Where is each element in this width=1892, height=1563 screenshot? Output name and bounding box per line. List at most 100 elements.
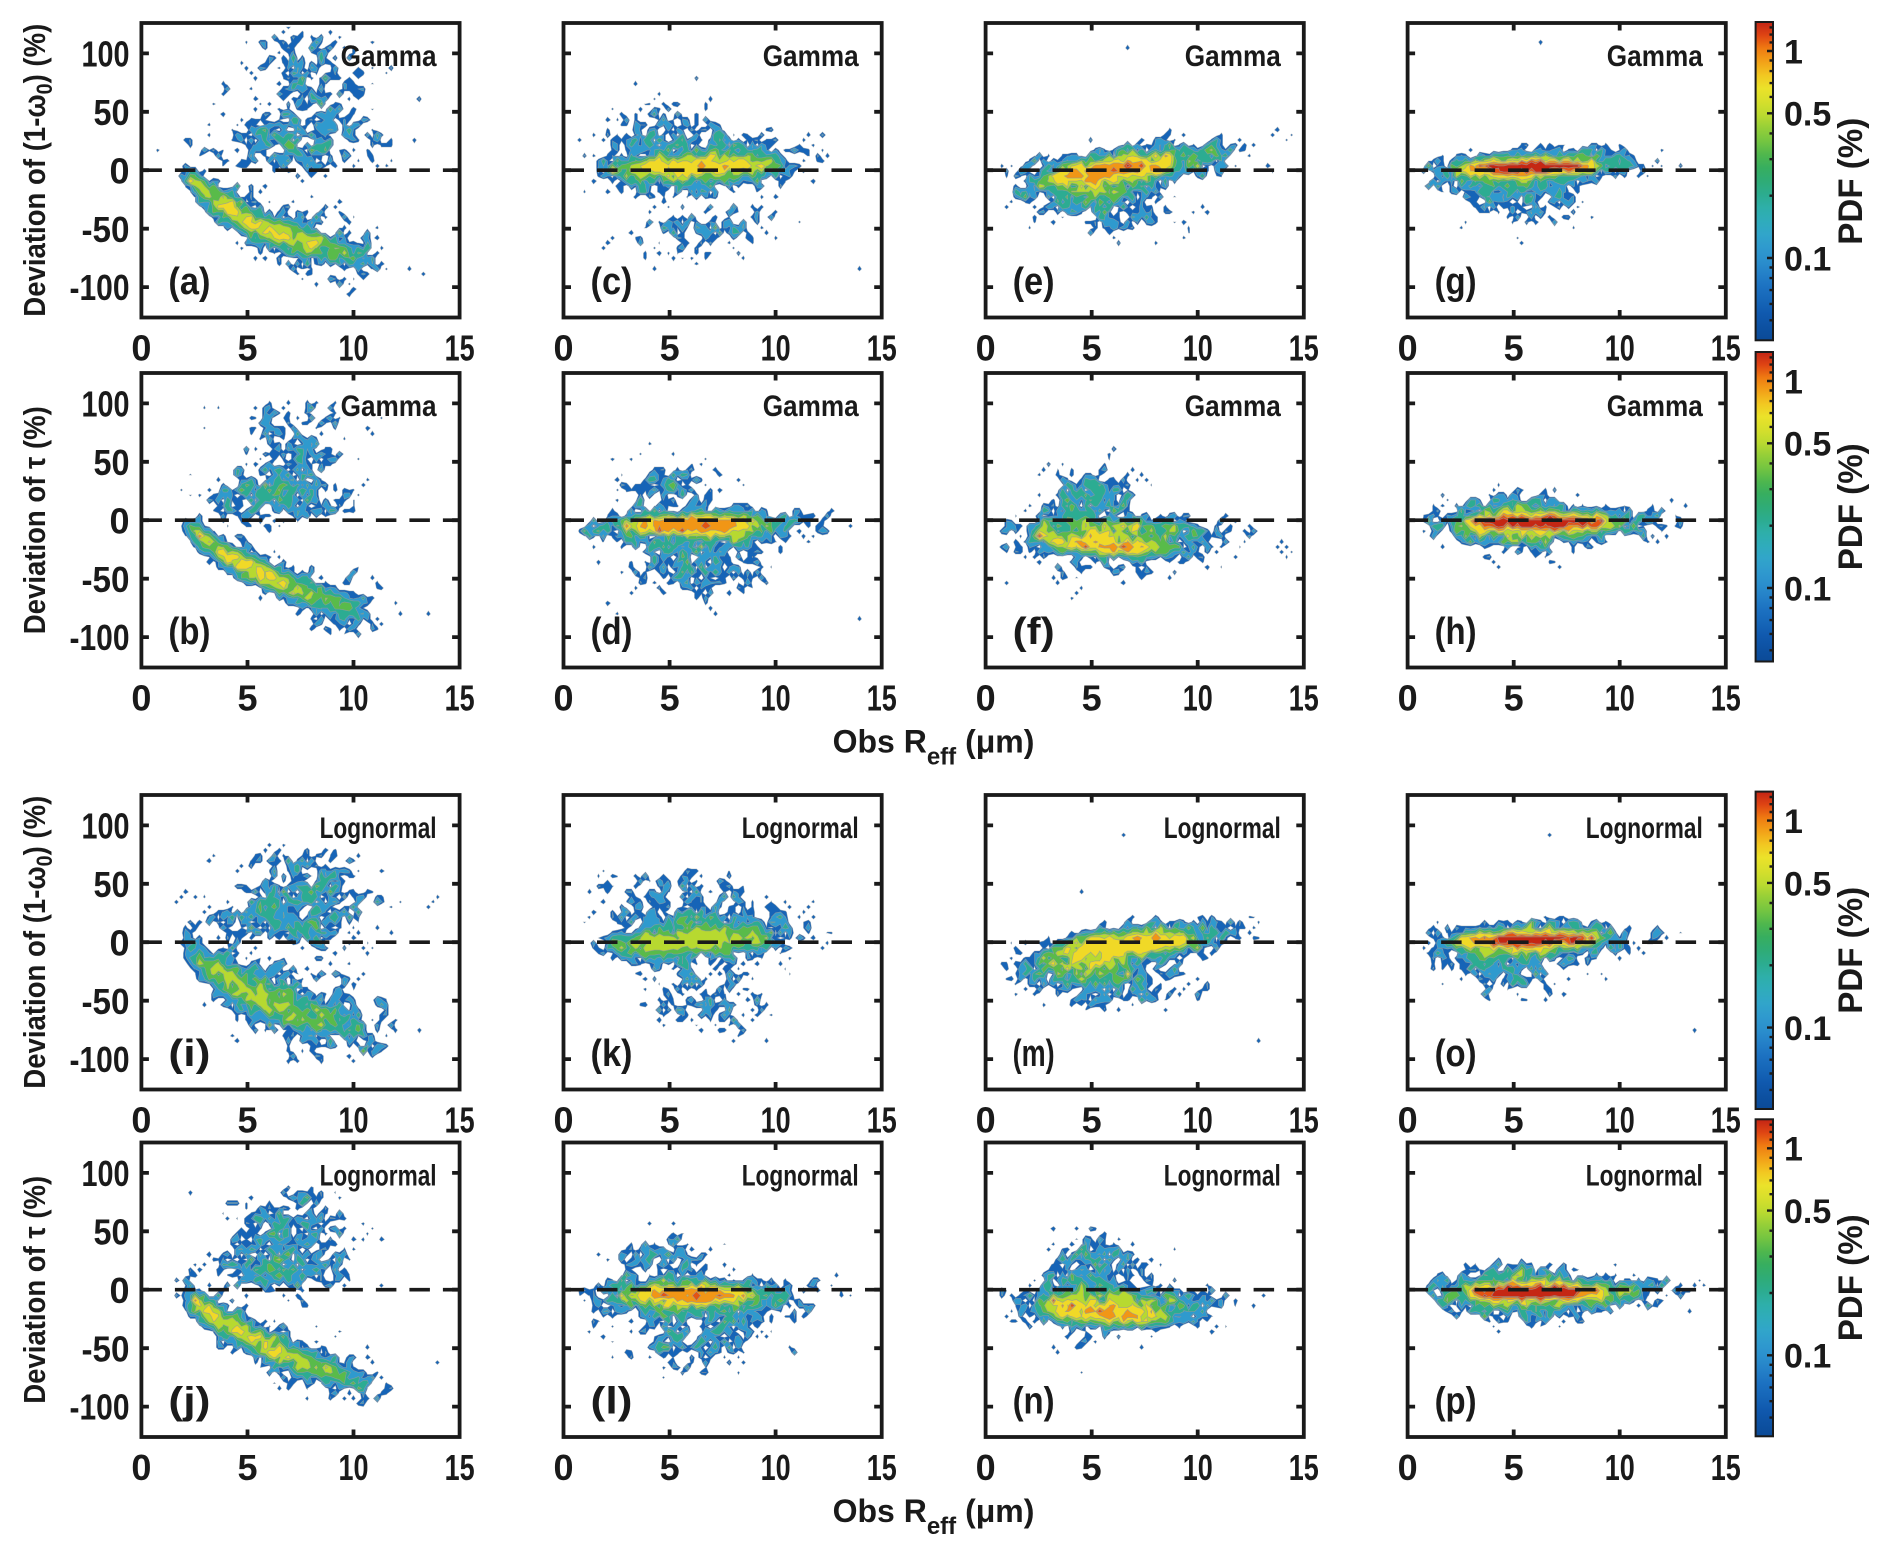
svg-text:50: 50 [94,864,130,905]
svg-text:10: 10 [1183,678,1213,719]
svg-text:0.5: 0.5 [1784,1193,1831,1231]
svg-text:5: 5 [1504,1447,1524,1488]
svg-text:0: 0 [976,678,996,719]
svg-text:-100: -100 [70,1039,130,1080]
svg-text:5: 5 [1504,328,1524,369]
svg-text:10: 10 [1605,678,1635,719]
svg-text:PDF (%): PDF (%) [1832,443,1870,570]
svg-text:15: 15 [1711,1100,1741,1141]
svg-text:0: 0 [131,678,151,719]
svg-text:1: 1 [1784,363,1803,401]
svg-text:0: 0 [109,500,129,541]
svg-text:5: 5 [1504,678,1524,719]
svg-text:10: 10 [761,1100,791,1141]
svg-text:50: 50 [94,1211,130,1252]
svg-text:Gamma: Gamma [1185,390,1281,423]
svg-text:Lognormal: Lognormal [742,812,859,845]
svg-text:15: 15 [445,1100,475,1141]
svg-text:(p): (p) [1435,1381,1477,1423]
svg-text:-50: -50 [82,209,130,250]
svg-text:Deviation of τ (%): Deviation of τ (%) [17,406,52,634]
svg-text:0.1: 0.1 [1784,570,1831,608]
svg-text:5: 5 [237,1447,257,1488]
svg-text:0: 0 [553,328,573,369]
svg-text:15: 15 [1289,678,1319,719]
svg-text:10: 10 [1605,1100,1635,1141]
svg-text:PDF (%): PDF (%) [1832,887,1870,1014]
svg-text:0: 0 [1398,678,1418,719]
svg-text:10: 10 [761,1447,791,1488]
svg-text:10: 10 [1605,328,1635,369]
svg-text:10: 10 [1183,1447,1213,1488]
svg-text:(n): (n) [1013,1381,1055,1423]
svg-text:0.5: 0.5 [1784,426,1831,464]
svg-text:15: 15 [1711,678,1741,719]
svg-text:5: 5 [660,678,680,719]
svg-text:(c): (c) [591,261,633,303]
svg-text:0: 0 [976,1447,996,1488]
svg-text:-50: -50 [82,981,130,1022]
svg-text:5: 5 [660,1100,680,1141]
svg-text:50: 50 [94,92,130,133]
svg-text:5: 5 [1082,1100,1102,1141]
svg-text:PDF (%): PDF (%) [1832,118,1870,245]
svg-text:5: 5 [237,678,257,719]
svg-text:10: 10 [339,1447,369,1488]
svg-text:15: 15 [867,1100,897,1141]
svg-text:Lognormal: Lognormal [1164,1160,1281,1193]
svg-text:10: 10 [339,678,369,719]
svg-text:0: 0 [976,328,996,369]
svg-text:5: 5 [237,328,257,369]
svg-text:(j): (j) [168,1381,210,1423]
svg-text:5: 5 [1504,1100,1524,1141]
svg-text:(a): (a) [168,261,210,303]
svg-text:10: 10 [761,678,791,719]
svg-text:100: 100 [82,806,130,847]
svg-text:(i): (i) [168,1033,210,1075]
svg-text:Lognormal: Lognormal [742,1160,859,1193]
svg-text:(o): (o) [1435,1033,1477,1075]
svg-text:0: 0 [553,1447,573,1488]
svg-text:Gamma: Gamma [1607,390,1703,423]
svg-text:-100: -100 [70,617,130,658]
svg-text:15: 15 [1289,328,1319,369]
svg-text:0: 0 [131,1100,151,1141]
svg-text:0.5: 0.5 [1784,865,1831,903]
svg-text:0.1: 0.1 [1784,1010,1831,1048]
svg-text:15: 15 [867,328,897,369]
svg-text:Deviation of (1-ω0) (%): Deviation of (1-ω0) (%) [17,24,57,317]
svg-text:5: 5 [1082,678,1102,719]
svg-text:Gamma: Gamma [341,390,437,423]
svg-text:-50: -50 [82,559,130,600]
svg-text:10: 10 [339,1100,369,1141]
svg-text:(g): (g) [1435,261,1477,303]
svg-text:0.5: 0.5 [1784,96,1831,134]
svg-text:100: 100 [82,1153,130,1194]
svg-text:0: 0 [109,150,129,191]
svg-text:Gamma: Gamma [1607,40,1703,73]
svg-text:10: 10 [1605,1447,1635,1488]
svg-text:50: 50 [94,442,130,483]
svg-text:0.1: 0.1 [1784,240,1831,278]
svg-text:15: 15 [1289,1100,1319,1141]
svg-text:0: 0 [109,922,129,963]
svg-text:0.1: 0.1 [1784,1338,1831,1376]
svg-text:(b): (b) [168,611,210,653]
svg-text:0: 0 [109,1270,129,1311]
svg-text:1: 1 [1784,803,1803,841]
svg-text:5: 5 [660,1447,680,1488]
svg-text:5: 5 [237,1100,257,1141]
svg-text:(l): (l) [591,1381,633,1423]
svg-text:Deviation of τ (%): Deviation of τ (%) [17,1176,52,1404]
svg-text:(h): (h) [1435,611,1477,653]
svg-text:Lognormal: Lognormal [1586,1160,1703,1193]
svg-text:15: 15 [445,678,475,719]
svg-text:10: 10 [1183,1100,1213,1141]
svg-text:0: 0 [976,1100,996,1141]
svg-text:15: 15 [445,328,475,369]
svg-text:(e): (e) [1013,261,1055,303]
svg-text:15: 15 [1711,1447,1741,1488]
svg-text:1: 1 [1784,33,1803,71]
svg-text:(k): (k) [591,1033,633,1075]
svg-text:Lognormal: Lognormal [1164,812,1281,845]
